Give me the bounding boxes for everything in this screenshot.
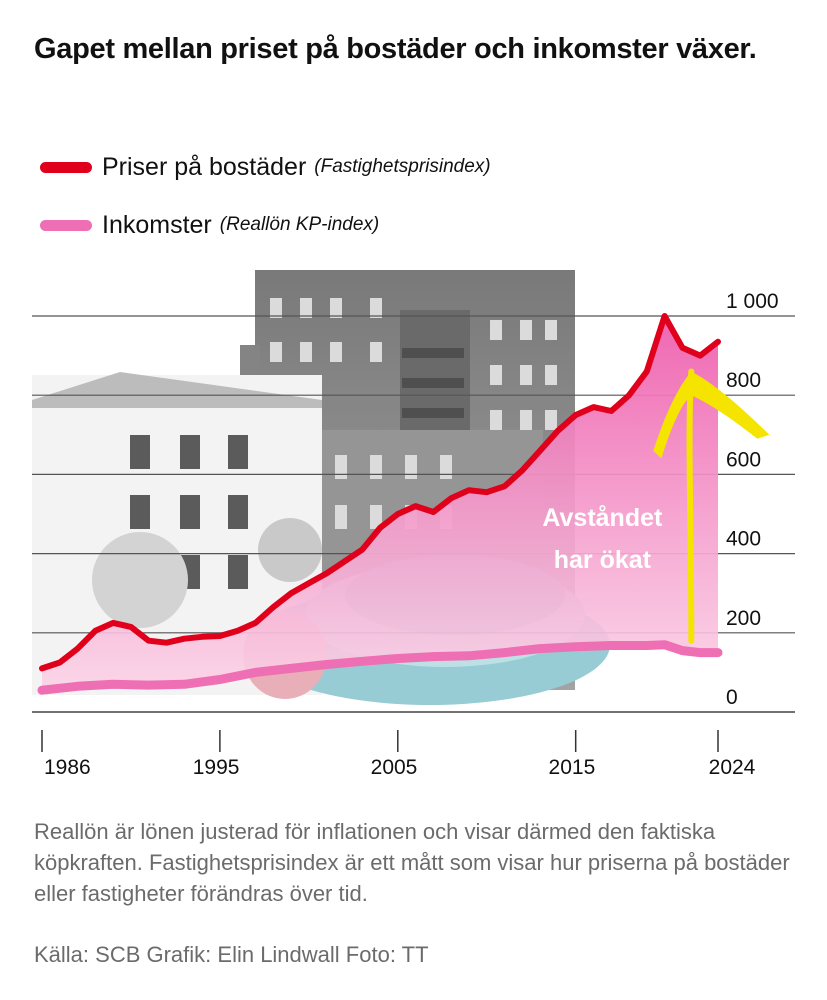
line-chart: Avståndet har ökat 1986 1995 2005 2015 2024 0…	[32, 270, 795, 779]
legend-note-prices: (Fastighetsprisindex)	[314, 156, 491, 177]
legend-entry-incomes: Inkomster (Reallön KP-index)	[40, 210, 379, 240]
legend-label-incomes: Inkomster	[102, 210, 212, 239]
source-credit: Källa: SCB Grafik: Elin Lindwall Foto: T…	[34, 942, 429, 967]
y-tick-label: 1 000	[726, 290, 779, 313]
y-tick-label: 600	[726, 448, 761, 471]
x-tick-label: 2024	[709, 756, 756, 779]
y-tick-label: 200	[726, 607, 761, 630]
chart-title: Gapet mellan priset på bostäder och inko…	[34, 33, 757, 65]
legend-swatch-incomes	[40, 219, 92, 231]
price-area-fill	[42, 316, 718, 691]
annotation-group: Avståndet har ökat	[542, 368, 770, 644]
price-series-line	[39, 313, 721, 672]
income-series-line	[37, 640, 723, 695]
x-tick-label: 1995	[193, 756, 240, 779]
annotation-text: har ökat	[554, 546, 652, 574]
x-tick-label: 2015	[549, 756, 596, 779]
y-axis-labels: 0 200 400 600 800 1 000	[726, 290, 779, 709]
annotation-arrow-shaft	[686, 368, 695, 644]
y-tick-label: 400	[726, 528, 761, 551]
legend-entry-prices: Priser på bostäder (Fastighetsprisindex)	[40, 152, 491, 182]
annotation-arrow-head	[653, 371, 770, 459]
x-axis: 1986 1995 2005 2015 2024	[41, 730, 756, 779]
x-tick-label: 2005	[371, 756, 418, 779]
x-tick-label: 1986	[44, 756, 91, 779]
y-tick-label: 800	[726, 369, 761, 392]
y-tick-label: 0	[726, 686, 738, 709]
chart-caption: Reallön är lönen justerad för inflatione…	[34, 819, 790, 906]
legend-label-prices: Priser på bostäder	[102, 152, 307, 181]
legend-swatch-prices	[40, 161, 92, 173]
annotation-text: Avståndet	[542, 504, 663, 532]
legend-note-incomes: (Reallön KP-index)	[219, 214, 380, 235]
